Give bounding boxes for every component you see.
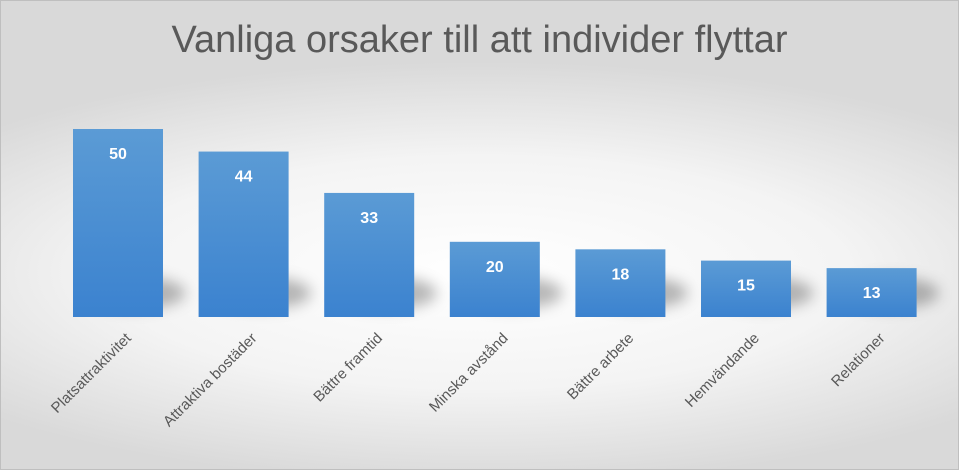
- x-tick-label-3: Minska avstånd: [426, 330, 512, 416]
- data-label-6: 13: [863, 285, 881, 302]
- x-tick-label-1: Attraktiva bostäder: [160, 330, 260, 430]
- x-tick-label-2: Bättre framtid: [310, 330, 386, 406]
- data-label-0: 50: [109, 146, 127, 163]
- x-tick-label-4: Bättre arbete: [564, 330, 637, 403]
- data-label-1: 44: [235, 169, 253, 186]
- bar-3: [449, 241, 540, 317]
- x-tick-label-5: Hemvändande: [682, 330, 763, 411]
- x-tick-label-0: Platsattraktivitet: [48, 329, 135, 416]
- chart-title: Vanliga orsaker till att individer flytt…: [171, 19, 788, 61]
- data-label-2: 33: [360, 210, 378, 227]
- bar-5: [701, 260, 791, 317]
- bar-4: [575, 249, 666, 317]
- bar-1: [198, 151, 289, 317]
- bar-2: [324, 192, 415, 317]
- x-tick-label-6: Relationer: [828, 330, 888, 390]
- data-label-3: 20: [486, 259, 504, 276]
- data-label-4: 18: [612, 266, 630, 283]
- data-label-5: 15: [737, 278, 755, 295]
- bar-6: [826, 268, 917, 317]
- bar-0: [73, 129, 163, 317]
